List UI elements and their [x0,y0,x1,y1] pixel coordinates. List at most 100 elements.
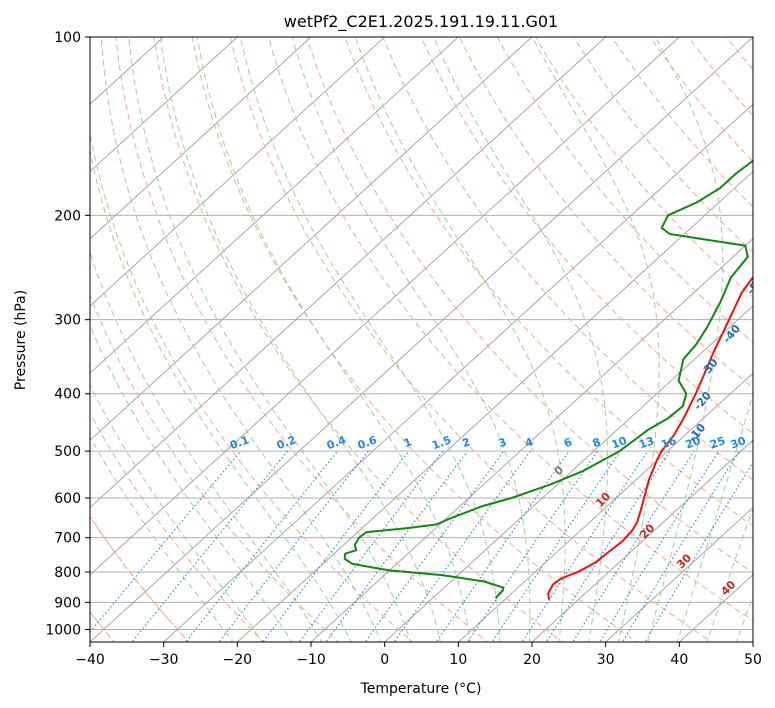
isotherm-line [531,439,753,642]
mixing-ratio-line [491,450,621,642]
dry-adiabat-line [267,37,753,622]
isotherm-line [236,170,753,642]
mixing-ratio-line [466,450,599,642]
isotherm-line [90,37,681,576]
y-tick-label: 300 [54,313,81,329]
x-tick-label: −40 [75,652,105,668]
mixing-ratio-label: 13 [637,434,656,451]
isotherm-line [604,506,753,642]
moist-adiabat-line [354,37,566,642]
mixing-ratio-label: 0.2 [275,433,298,452]
x-tick-label: 10 [449,652,467,668]
dry-adiabat-line [90,412,265,642]
dry-adiabat-line [344,37,753,527]
dry-adiabat-line [90,131,414,642]
x-tick-label: 40 [670,652,688,668]
profile-lines [343,159,753,600]
y-tick-label: 200 [54,208,81,224]
y-tick-label: 500 [54,444,81,460]
chart-title: wetPf2_C2E1.2025.191.19.11.G01 [284,12,558,32]
mixing-ratio-label: 16 [659,434,678,452]
moist-adiabat-line [90,324,293,642]
mixing-ratio-line [131,450,289,642]
y-tick-label: 1000 [45,622,81,638]
dry-adiabat-line [191,37,638,642]
mixing-ratio-label: 1.5 [430,433,453,452]
mixing-ratio-line [545,450,671,642]
isotherm-line [90,37,312,240]
y-tick-label: 700 [54,531,81,547]
x-tick-label: 0 [380,652,389,668]
dry-adiabat-line [306,37,753,574]
mixing-ratio-label: 25 [708,434,727,451]
dry-adiabat-line [90,293,339,642]
mixing-ratio-label: 1 [402,435,414,450]
temperature-profile-line [547,275,753,600]
x-tick-label: −10 [296,652,326,668]
moist-adiabat-line [159,37,441,642]
isotherm-line [457,372,753,642]
mixing-ratio-label: 6 [562,435,574,450]
mixing-ratio-line [435,450,570,642]
dry-adiabat-label: -70 [750,188,773,212]
isotherm-line [162,103,753,642]
moist-adiabat-line [90,383,264,642]
x-tick-label: −20 [223,652,253,668]
mixing-ratio-line [364,450,505,642]
moist-adiabat-line [291,37,531,642]
moist-adiabat-line [100,37,382,642]
x-tick-label: 30 [597,652,615,668]
y-tick-label: 900 [54,595,81,611]
mixing-ratio-label: 10 [610,434,629,452]
mixing-ratio-line [572,450,695,642]
isotherm-line [90,37,386,307]
x-tick-label: 20 [523,652,541,668]
dry-adiabat-line [115,37,489,642]
moist-adiabat-line [90,435,234,642]
isotherm-line [90,37,239,173]
x-axis-label: Temperature (°C) [360,681,482,697]
mixing-ratio-label: 3 [497,435,509,450]
mixing-ratio-line [621,450,740,642]
y-tick-label: 100 [54,30,81,46]
background-lines [90,37,753,642]
isotherm-line [90,37,753,642]
moist-adiabat-line [128,37,412,642]
plot-frame [89,36,754,643]
mixing-ratio-line [521,450,649,642]
dewpoint-profile-line [343,159,753,599]
isotherm-line [383,305,753,642]
moist-adiabat-line [647,37,724,642]
axis-ticks: −40 −30 −20 −10 0 10 20 30 40 50 100 200 300 400 500 6 0… [45,30,762,668]
moist-adiabat-line [90,148,352,642]
mixing-ratio-label: 30 [729,434,748,452]
mixing-ratio-label: 0.6 [356,433,379,452]
moist-adiabat-line [90,251,323,642]
moist-adiabat-line [735,595,753,642]
moist-adiabat-line [433,37,608,642]
mixing-ratio-label: 4 [523,435,535,450]
mixing-ratio-label: 36 [749,434,768,452]
mixing-ratio-label: 20 [684,434,703,452]
mixing-ratio-label: 0.4 [325,433,348,452]
mixing-ratio-line [393,450,531,642]
mixing-ratio-line [325,450,468,642]
moist-adiabat-line [676,391,753,642]
isotherm-line [90,37,533,441]
x-tick-label: 50 [744,652,762,668]
x-tick-label: −30 [149,652,179,668]
y-axis-label: Pressure (hPa) [13,290,29,390]
y-tick-label: 400 [54,387,81,403]
mixing-ratio-label: 8 [591,435,603,450]
dry-adiabat-line [229,37,713,642]
mixing-ratio-line [185,450,339,642]
moist-adiabat-line [706,506,753,642]
y-tick-label: 800 [54,565,81,581]
mixing-ratio-line [218,450,369,642]
isotherm-line [90,37,607,509]
dry-adiabat-line [535,37,753,298]
isotherm-line [90,37,460,374]
dry-adiabat-label: -50 [744,273,767,297]
moist-adiabat-line [196,37,471,642]
